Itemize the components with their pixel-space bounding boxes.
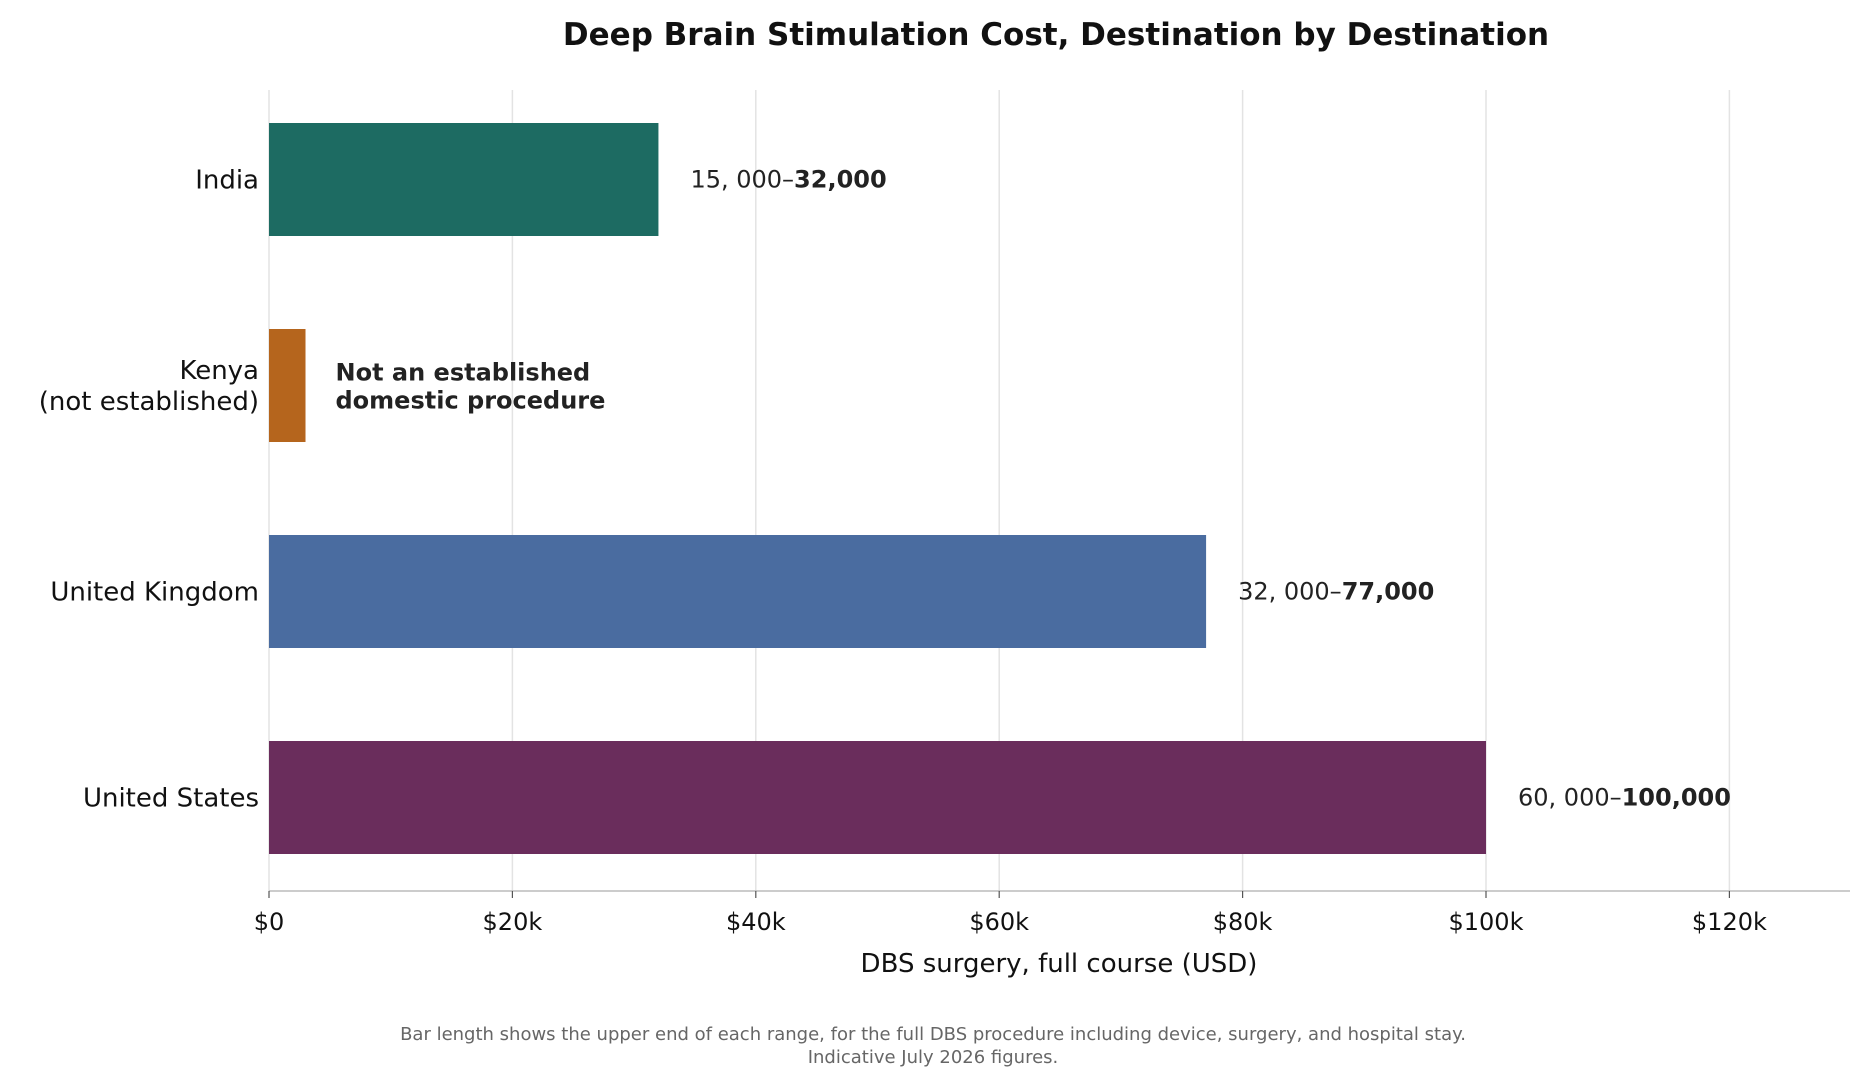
category-label: India (195, 166, 259, 196)
bar-note-label: domestic procedure (336, 387, 606, 415)
x-tick-label: $0 (254, 908, 285, 936)
bars (269, 123, 1486, 854)
footnote-line: Bar length shows the upper end of each r… (400, 1024, 1466, 1045)
bar (269, 535, 1207, 648)
chart-title: Deep Brain Stimulation Cost, Destination… (563, 17, 1549, 53)
category-label: United Kingdom (50, 578, 259, 608)
x-axis-label: DBS surgery, full course (USD) (861, 949, 1258, 979)
y-axis-labels: India Kenya(not established) United Kingdo… (39, 166, 259, 814)
category-label: (not established) (39, 387, 259, 417)
x-tick-label: $60k (969, 908, 1029, 936)
x-tick-label: $80k (1213, 908, 1273, 936)
x-tick-label: $20k (483, 908, 543, 936)
x-axis-ticks: $0 $20k $40k $60k $80k $100k $120k (254, 891, 1767, 936)
bar-value-label: 32, 000–77,000 (1238, 578, 1434, 606)
x-tick-label: $100k (1449, 908, 1524, 936)
x-tick-label: $40k (726, 908, 786, 936)
bar (269, 741, 1486, 854)
footnote: Bar length shows the upper end of each r… (400, 1024, 1466, 1068)
bar-value-label: 60, 000–100,000 (1518, 784, 1731, 812)
footnote-line: Indicative July 2026 figures. (808, 1047, 1059, 1068)
category-label: United States (83, 784, 259, 814)
bar (269, 329, 306, 442)
bar (269, 123, 659, 236)
bar-value-label: 15, 000–32,000 (690, 166, 886, 194)
bar-note-label: Not an established (336, 359, 591, 387)
x-tick-label: $120k (1692, 908, 1767, 936)
category-label: Kenya (179, 356, 259, 386)
bar-value-labels: 15, 000–32,000 Not an establisheddomestic… (336, 166, 1731, 812)
